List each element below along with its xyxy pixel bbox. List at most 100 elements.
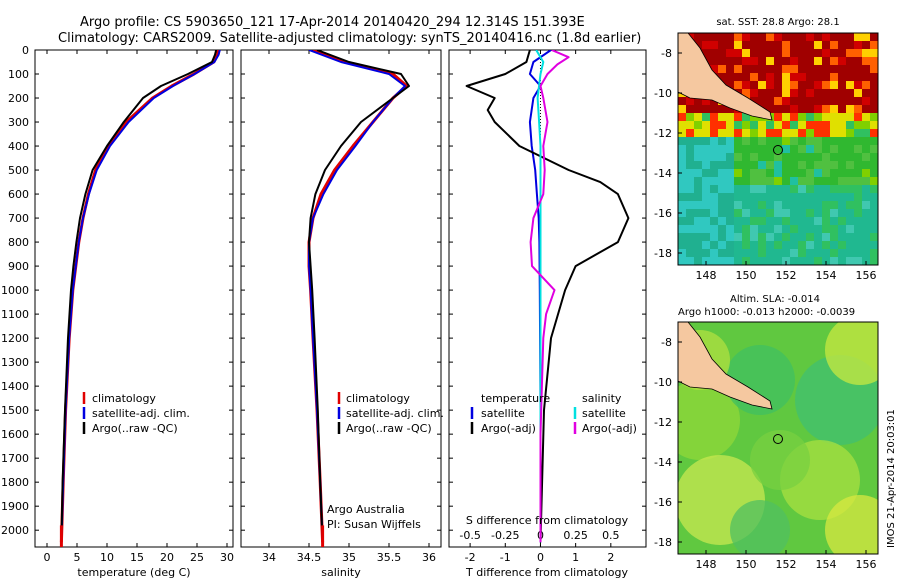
sst-cell	[878, 97, 886, 105]
sst-cell	[790, 129, 798, 137]
sst-cell	[766, 217, 774, 225]
sst-cell	[750, 161, 758, 169]
sst-cell	[862, 121, 870, 129]
sst-cell	[806, 81, 814, 89]
sst-cell	[758, 233, 766, 241]
sla-map-axes: 148 150 152 154 156 -8 -10 -12 -14 -16 -18	[654, 336, 876, 571]
sst-cell	[774, 153, 782, 161]
sst-cell	[846, 265, 854, 273]
sst-cell	[678, 233, 686, 241]
sst-cell	[830, 153, 838, 161]
sst-cell	[726, 137, 734, 145]
sst-cell	[734, 49, 742, 57]
sst-cell	[782, 177, 790, 185]
sst-cell	[814, 209, 822, 217]
sst-cell	[686, 97, 694, 105]
sst-cell	[862, 177, 870, 185]
series-line-argo	[308, 50, 410, 543]
sst-cell	[798, 249, 806, 257]
sst-cell	[846, 193, 854, 201]
sst-cell	[798, 41, 806, 49]
sst-cell	[710, 137, 718, 145]
sst-cell	[870, 41, 878, 49]
sst-cell	[758, 97, 766, 105]
sst-cell	[782, 217, 790, 225]
sst-cell	[726, 73, 734, 81]
sst-cell	[702, 241, 710, 249]
sst-cell	[702, 161, 710, 169]
sst-cell	[678, 241, 686, 249]
sst-cell	[806, 209, 814, 217]
legend-argo: Argo(..raw -QC)	[92, 422, 178, 435]
sst-cell	[806, 97, 814, 105]
sst-cell	[750, 249, 758, 257]
sst-cell	[710, 201, 718, 209]
sst-cell	[718, 225, 726, 233]
sst-cell	[878, 241, 886, 249]
sst-cell	[838, 241, 846, 249]
sst-cell	[686, 257, 694, 265]
sst-cell	[742, 33, 750, 41]
sst-cell	[838, 145, 846, 153]
sst-cell	[790, 33, 798, 41]
sst-cell	[846, 153, 854, 161]
sst-cell	[702, 225, 710, 233]
sst-cell	[718, 121, 726, 129]
sst-cell	[790, 121, 798, 129]
sst-cell	[854, 33, 862, 41]
sst-cell	[726, 169, 734, 177]
sst-cell	[686, 121, 694, 129]
sst-cell	[774, 121, 782, 129]
sst-cell	[870, 209, 878, 217]
sst-cell	[822, 193, 830, 201]
sst-cell	[718, 145, 726, 153]
map-x-tick-label: 156	[856, 269, 877, 282]
sst-cell	[830, 193, 838, 201]
sst-cell	[878, 81, 886, 89]
sst-cell	[870, 57, 878, 65]
depth-tick-label: 2000	[1, 524, 29, 537]
sst-cell	[766, 161, 774, 169]
sst-cell	[838, 65, 846, 73]
top-tick-label: -0.25	[491, 529, 519, 542]
sst-cell	[790, 241, 798, 249]
sst-cell	[710, 233, 718, 241]
sst-cell	[750, 209, 758, 217]
sst-cell	[878, 57, 886, 65]
sst-cell	[766, 257, 774, 265]
sst-cell	[782, 57, 790, 65]
sst-cell	[710, 113, 718, 121]
sst-cell	[798, 177, 806, 185]
sst-cell	[798, 49, 806, 57]
sst-cell	[718, 41, 726, 49]
sst-cell	[814, 257, 822, 265]
sst-cell	[726, 113, 734, 121]
sst-cell	[870, 257, 878, 265]
sst-cell	[766, 121, 774, 129]
sst-cell	[710, 41, 718, 49]
sst-cell	[854, 81, 862, 89]
sst-cell	[806, 121, 814, 129]
sst-cell	[686, 241, 694, 249]
sst-cell	[718, 65, 726, 73]
sst-cell	[702, 249, 710, 257]
sst-cell	[686, 169, 694, 177]
sst-cell	[734, 249, 742, 257]
sst-cell	[862, 249, 870, 257]
sst-cell	[814, 185, 822, 193]
sst-cell	[678, 153, 686, 161]
sst-cell	[726, 41, 734, 49]
difference-legend: temperature satellite Argo(-adj) salinit…	[470, 392, 637, 435]
sst-cell	[686, 225, 694, 233]
sst-cell	[726, 193, 734, 201]
sst-cell	[686, 113, 694, 121]
map-x-tick-label: 152	[776, 269, 797, 282]
sst-cell	[734, 129, 742, 137]
sst-cell	[702, 177, 710, 185]
sst-cell	[806, 145, 814, 153]
sst-cell	[750, 241, 758, 249]
sst-cell	[758, 169, 766, 177]
sst-cell	[798, 225, 806, 233]
sst-cell	[878, 113, 886, 121]
sst-cell	[774, 209, 782, 217]
